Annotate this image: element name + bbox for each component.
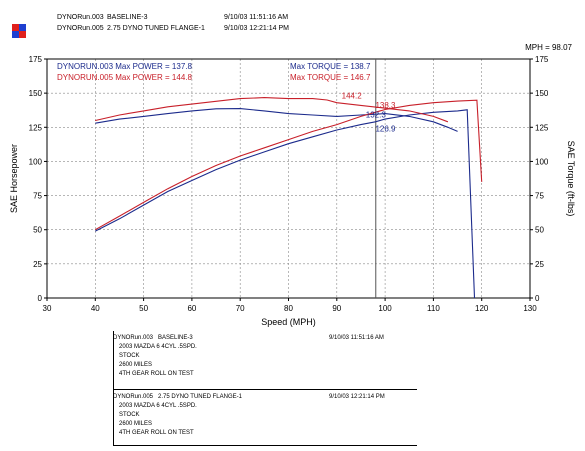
footer-run-2-file: DYNORun.005 xyxy=(113,394,154,400)
y-right-tick-label: 175 xyxy=(535,55,549,64)
y-left-tick-label: 100 xyxy=(29,157,43,166)
y-right-tick-label: 75 xyxy=(535,192,544,201)
footer-run-2-line: 4TH GEAR ROLL ON TEST xyxy=(119,430,194,436)
y-left-tick-label: 25 xyxy=(33,260,42,269)
footer-run-1-desc: BASELINE-3 xyxy=(158,335,193,341)
x-tick-label: 90 xyxy=(332,304,341,313)
footer-run-1-line: 2600 MILES xyxy=(119,362,153,368)
y-axis-right-label: SAE Torque (ft-lbs) xyxy=(566,141,576,217)
footer-run-2-line: 2003 MAZDA 6 4CYL .5SPD. xyxy=(119,403,197,409)
y-right-tick-label: 100 xyxy=(535,157,549,166)
series-group xyxy=(95,97,483,299)
footer-divider-vertical xyxy=(113,331,114,445)
plot-frame xyxy=(46,58,531,299)
header-run-2-desc: 2.75 DYNO TUNED FLANGE-1 xyxy=(107,25,205,32)
footer-divider-bottom xyxy=(113,445,417,446)
legend-entry: DYNORUN.003 Max POWER = 137.8 xyxy=(57,62,192,71)
peak-annotation: 138.3 xyxy=(375,101,396,110)
y-left-tick-label: 125 xyxy=(29,123,43,132)
footer-run-2: DYNORun.005 2.75 DYNO TUNED FLANGE-1 9/1… xyxy=(113,393,433,438)
chart-grid xyxy=(46,58,531,299)
x-tick-label: 130 xyxy=(523,304,537,313)
peak-annotation: 126.9 xyxy=(375,124,396,133)
series-line-torque xyxy=(95,108,458,132)
header-run-1-timestamp: 9/10/03 11:51:16 AM xyxy=(224,14,289,21)
x-tick-label: 120 xyxy=(475,304,489,313)
y-axis-right-ticks: 0 25 50 75 100 125 150 175 xyxy=(530,55,549,303)
footer-run-2-desc: 2.75 DYNO TUNED FLANGE-1 xyxy=(158,394,242,400)
marker-readout: MPH = 98.07 xyxy=(525,43,572,52)
y-left-tick-label: 50 xyxy=(33,226,42,235)
peak-annotation: 144.2 xyxy=(342,92,363,101)
y-right-tick-label: 0 xyxy=(535,294,540,303)
x-tick-label: 50 xyxy=(139,304,148,313)
y-left-tick-label: 0 xyxy=(38,294,43,303)
x-tick-label: 80 xyxy=(284,304,293,313)
x-tick-label: 110 xyxy=(427,304,440,313)
footer-run-1: DYNORun.003 BASELINE-3 9/10/03 11:51:16 … xyxy=(113,334,433,379)
peak-annotation: 132.3 xyxy=(366,111,387,120)
legend-entry: Max TORQUE = 138.7 xyxy=(290,62,371,71)
footer-run-1-timestamp: 9/10/03 11:51:16 AM xyxy=(329,335,384,341)
y-axis-left-label: SAE Horsepower xyxy=(9,144,19,213)
legend-entry: DYNORUN.005 Max POWER = 144.8 xyxy=(57,73,192,82)
footer-run-2-line: 2600 MILES xyxy=(119,421,153,427)
x-axis-label: Speed (MPH) xyxy=(261,317,316,327)
series-line-torque xyxy=(95,97,449,123)
x-tick-label: 40 xyxy=(91,304,100,313)
legend: DYNORUN.003 Max POWER = 137.8 DYNORUN.005… xyxy=(57,62,371,82)
y-left-tick-label: 75 xyxy=(33,192,42,201)
dynojet-logo xyxy=(12,24,26,38)
y-right-tick-label: 125 xyxy=(535,123,549,132)
footer-run-1-line: STOCK xyxy=(119,353,140,359)
header-run-2-timestamp: 9/10/03 12:21:14 PM xyxy=(224,25,289,32)
x-tick-label: 60 xyxy=(187,304,196,313)
footer-run-1-line: 2003 MAZDA 6 4CYL .5SPD. xyxy=(119,344,197,350)
x-tick-label: 100 xyxy=(378,304,392,313)
footer-run-1-file: DYNORun.003 xyxy=(113,335,154,341)
header-run-1-file: DYNORun.003 xyxy=(57,14,104,21)
series-line-power xyxy=(95,99,483,231)
header-run-1-desc: BASELINE-3 xyxy=(107,14,148,21)
y-left-tick-label: 175 xyxy=(29,55,43,64)
y-right-tick-label: 150 xyxy=(535,89,549,98)
header-run-2-file: DYNORun.005 xyxy=(57,25,104,32)
footer-run-2-line: STOCK xyxy=(119,412,140,418)
footer-divider-horizontal xyxy=(113,389,417,390)
footer-run-2-timestamp: 9/10/03 12:21:14 PM xyxy=(329,394,385,400)
legend-entry: Max TORQUE = 146.7 xyxy=(290,73,371,82)
y-right-tick-label: 25 xyxy=(535,260,544,269)
x-tick-label: 70 xyxy=(236,304,245,313)
footer-run-1-line: 4TH GEAR ROLL ON TEST xyxy=(119,371,194,377)
x-tick-label: 30 xyxy=(43,304,52,313)
x-axis-ticks: 30 40 50 60 70 80 90 100 110 120 130 xyxy=(43,298,537,313)
y-axis-left-ticks: 0 25 50 75 100 125 150 175 xyxy=(29,55,47,303)
series-line-power xyxy=(95,109,476,299)
y-left-tick-label: 150 xyxy=(29,89,43,98)
y-right-tick-label: 50 xyxy=(535,226,544,235)
